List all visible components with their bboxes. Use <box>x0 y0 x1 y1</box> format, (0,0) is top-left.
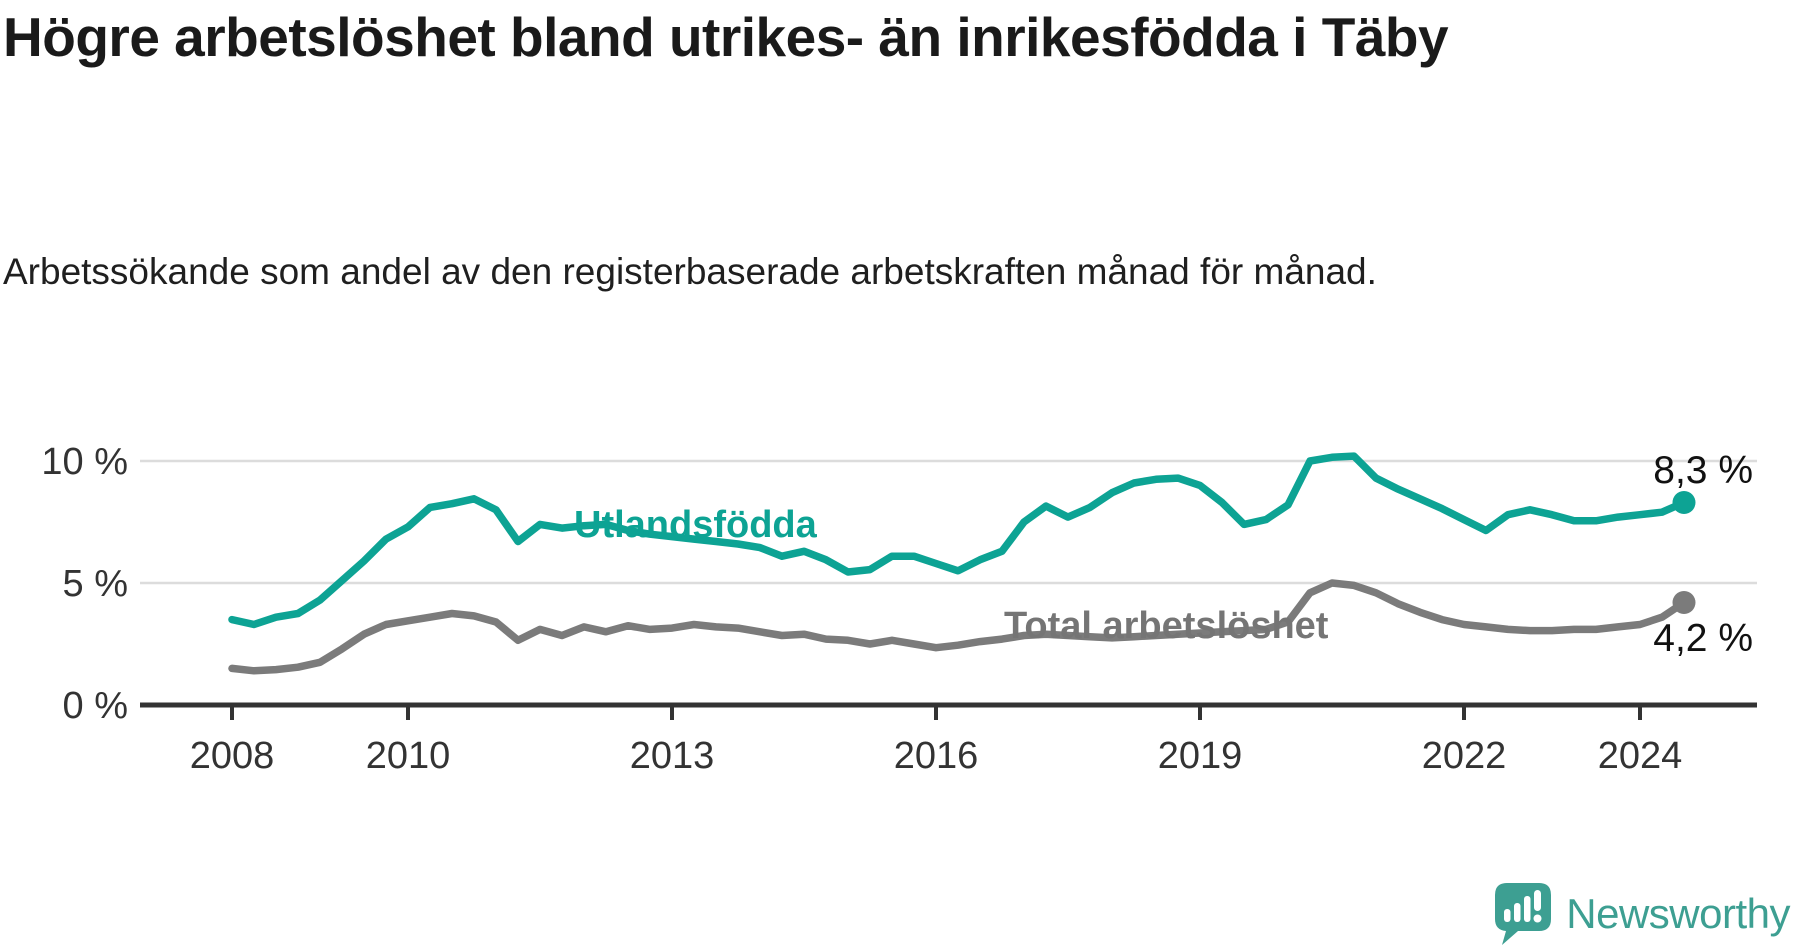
x-axis-labels: 2008 2010 2013 2016 2019 2022 2024 <box>190 735 1683 777</box>
series-label-total-arbetsloshet: Total arbetslöshet <box>1004 605 1329 647</box>
y-axis-label-0: 0 % <box>63 685 128 727</box>
x-axis-label-2019: 2019 <box>1158 735 1243 777</box>
newsworthy-wordmark: Newsworthy <box>1566 890 1790 937</box>
x-axis-label-2016: 2016 <box>894 735 979 777</box>
value-label-utlandsfodda: 8,3 % <box>1653 449 1753 492</box>
series-line-total-arbetsloshet <box>228 579 1688 675</box>
x-axis-ticks <box>230 705 1642 720</box>
chart-subtitle: Arbetssökande som andel av den registerb… <box>3 251 1377 292</box>
series-end-dot-utlandsfodda <box>1672 490 1696 514</box>
x-axis-label-2024: 2024 <box>1598 735 1683 777</box>
y-axis-label-5: 5 % <box>63 563 128 605</box>
x-axis-label-2013: 2013 <box>630 735 715 777</box>
newsworthy-bubble-icon <box>1495 883 1552 945</box>
x-axis-label-2010: 2010 <box>366 735 451 777</box>
y-axis-label-10: 10 % <box>41 441 128 483</box>
x-axis-label-2008: 2008 <box>190 735 275 777</box>
gridlines <box>140 459 1757 585</box>
series-end-dot-total-arbetsloshet <box>1672 591 1696 615</box>
value-label-total-arbetsloshet: 4,2 % <box>1653 617 1753 660</box>
newsworthy-logo: Newsworthy <box>1494 878 1790 948</box>
chart-title: Högre arbetslöshet bland utrikes- än inr… <box>3 6 1449 68</box>
series-line-utlandsfodda <box>228 452 1688 629</box>
series-label-utlandsfodda: Utlandsfödda <box>574 504 818 546</box>
x-axis-label-2022: 2022 <box>1422 735 1507 777</box>
series-lines <box>228 452 1696 675</box>
y-axis-labels: 0 % 5 % 10 % <box>41 441 128 727</box>
